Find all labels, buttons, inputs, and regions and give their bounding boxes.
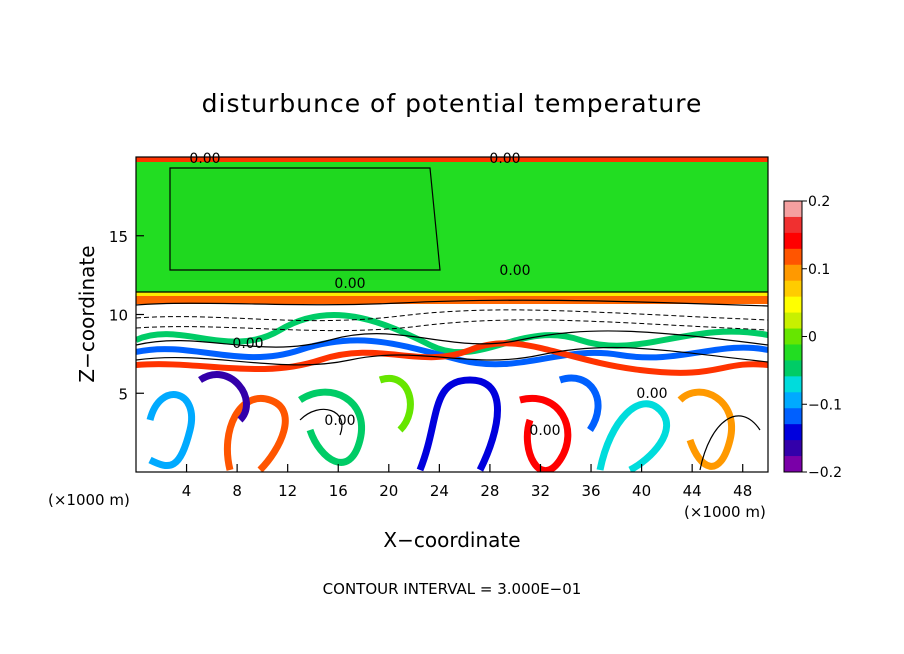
tropopause-band xyxy=(136,296,768,304)
colorbar-ticks: 0.2 0.1 0 −0.1 −0.2 xyxy=(802,194,842,481)
y-axis: 5 10 15 xyxy=(109,228,144,403)
contour-label: 0.00 xyxy=(232,336,263,352)
colorbar xyxy=(783,200,803,473)
colorbar-tick-label: 0 xyxy=(808,330,817,346)
x-tick-label: 32 xyxy=(531,482,550,500)
x-unit-left: (×1000 m) xyxy=(48,491,130,509)
y-tick-label: 15 xyxy=(109,228,128,246)
contour-label: 0.00 xyxy=(334,276,365,292)
x-axis: 4 8 12 16 20 24 28 32 36 40 44 48 xyxy=(182,464,752,500)
contour-label: 0.00 xyxy=(324,413,355,429)
y-tick-label: 5 xyxy=(118,385,128,403)
colorbar-swatch xyxy=(784,328,802,345)
x-tick-label: 44 xyxy=(683,482,702,500)
colorbar-tick-label: 0.2 xyxy=(808,194,830,210)
x-tick-label: 20 xyxy=(379,482,398,500)
x-axis-label: X−coordinate xyxy=(383,528,520,552)
upper-inner-region xyxy=(170,170,440,280)
contour-label: 0.00 xyxy=(489,151,520,167)
top-edge-band xyxy=(136,157,768,162)
colorbar-swatch xyxy=(784,280,802,298)
tropopause-band-yellow xyxy=(136,292,768,296)
colorbar-swatch xyxy=(784,248,802,266)
y-tick-label: 10 xyxy=(109,307,128,325)
colorbar-swatch xyxy=(784,424,802,441)
colorbar-tick-label: −0.2 xyxy=(808,465,842,481)
colorbar-swatch xyxy=(784,296,802,314)
colorbar-swatch xyxy=(784,216,802,234)
colorbar-swatch xyxy=(784,232,802,250)
colorbar-tick-label: −0.1 xyxy=(808,397,842,413)
contour-label: 0.00 xyxy=(636,386,667,402)
colorbar-swatch xyxy=(784,264,802,282)
colorbar-swatch xyxy=(784,456,802,473)
x-tick-label: 4 xyxy=(182,482,192,500)
colorbar-tick-label: 0.1 xyxy=(808,262,830,278)
x-tick-label: 12 xyxy=(278,482,297,500)
contour-interval-note: CONTOUR INTERVAL = 3.000E−01 xyxy=(323,580,582,598)
colorbar-swatch xyxy=(784,344,802,361)
colorbar-swatch xyxy=(784,360,802,377)
colorbar-swatch xyxy=(784,376,802,393)
colorbar-swatch xyxy=(784,201,802,218)
x-tick-label: 40 xyxy=(632,482,651,500)
chart-title: disturbunce of potential temperature xyxy=(202,89,703,118)
contour-lines xyxy=(136,167,768,471)
contour-label: 0.00 xyxy=(529,423,560,439)
x-tick-label: 24 xyxy=(430,482,449,500)
x-tick-label: 8 xyxy=(232,482,242,500)
dashed-contours xyxy=(136,309,768,332)
contour-label: 0.00 xyxy=(189,151,220,167)
colorbar-swatch xyxy=(784,440,802,457)
turbulent-band xyxy=(136,312,768,376)
y-axis-label: Z−coordinate xyxy=(75,245,99,382)
plot-area xyxy=(136,157,768,472)
x-unit-right: (×1000 m) xyxy=(684,503,766,521)
contour-label: 0.00 xyxy=(499,263,530,279)
x-tick-label: 16 xyxy=(329,482,348,500)
colorbar-swatch xyxy=(784,408,802,425)
x-tick-label: 48 xyxy=(733,482,752,500)
x-tick-label: 28 xyxy=(480,482,499,500)
contour-label-layer: 0.00 0.00 0.00 0.00 0.00 0.00 0.00 0.00 xyxy=(189,151,667,439)
colorbar-swatch xyxy=(784,392,802,409)
colorbar-swatch xyxy=(784,312,802,330)
x-tick-label: 36 xyxy=(581,482,600,500)
